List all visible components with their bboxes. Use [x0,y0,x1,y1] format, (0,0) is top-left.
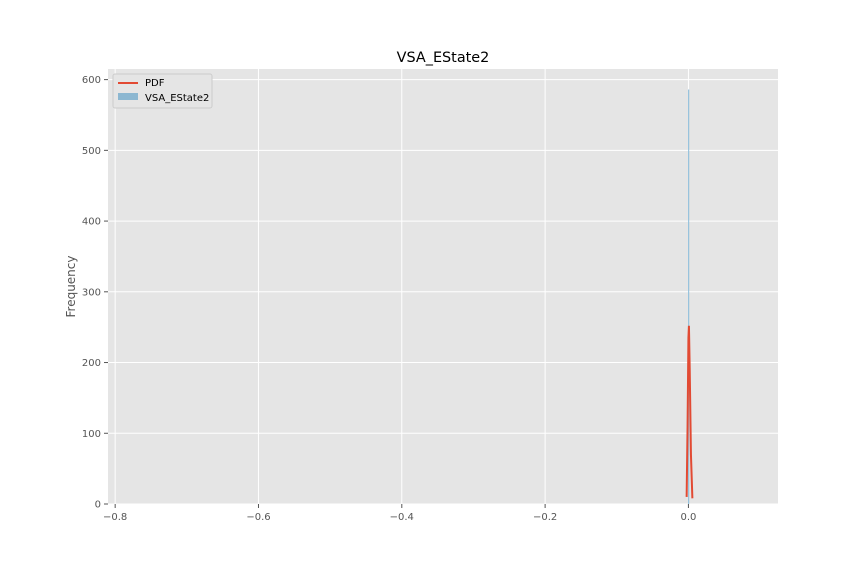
grid-lines [108,69,778,505]
y-tick-label: 600 [82,75,101,86]
legend: PDF VSA_EState2 [112,73,213,109]
axis-ticks: −0.8 −0.6 −0.4 −0.2 0.0 0 100 200 300 400 500 600 [82,75,696,523]
y-tick-label: 0 [95,500,101,511]
histogram-bar [687,89,690,504]
chart-title: VSA_EState2 [397,50,490,66]
legend-histogram-label: VSA_EState2 [145,93,209,104]
y-tick-label: 400 [82,217,101,228]
plot-background [108,69,778,504]
legend-histogram-swatch [118,93,138,100]
y-axis-label: Frequency [64,256,78,318]
y-tick-label: 300 [82,287,101,298]
legend-pdf-label: PDF [145,78,165,89]
x-tick-label: −0.2 [533,512,557,523]
x-tick-label: 0.0 [680,512,696,523]
y-tick-label: 500 [82,146,101,157]
y-tick-label: 100 [82,429,101,440]
x-tick-label: −0.8 [103,512,127,523]
histogram-bars [687,89,690,504]
x-tick-label: −0.4 [390,512,414,523]
x-tick-label: −0.6 [246,512,270,523]
y-tick-label: 200 [82,358,101,369]
pdf-line [685,325,694,499]
